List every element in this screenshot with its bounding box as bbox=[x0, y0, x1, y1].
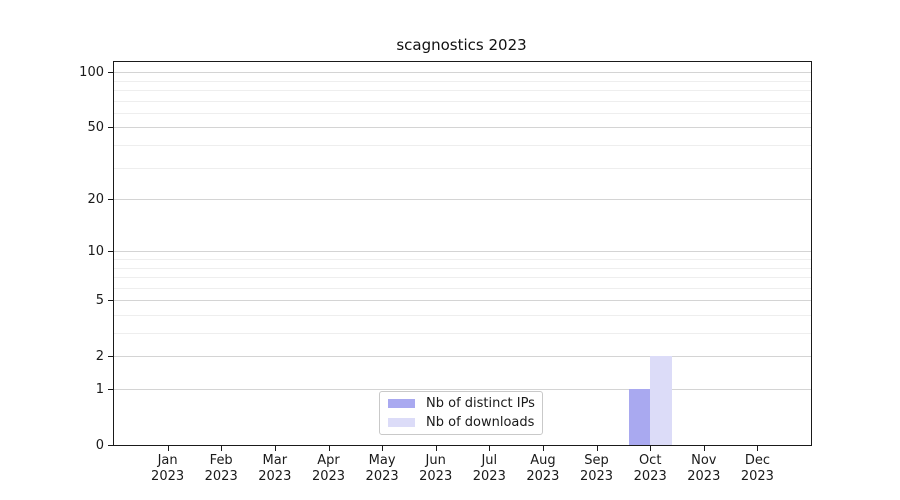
y-tick-label: 100 bbox=[79, 64, 104, 80]
y-gridline bbox=[114, 251, 811, 253]
y-tick bbox=[108, 445, 114, 446]
distinct-ips-swatch-icon bbox=[388, 399, 415, 408]
y-tick bbox=[108, 251, 114, 253]
x-tick bbox=[328, 445, 330, 451]
y-gridline bbox=[114, 259, 811, 260]
y-tick bbox=[108, 389, 114, 390]
y-gridline bbox=[114, 199, 811, 201]
x-tick-label: Apr 2023 bbox=[311, 453, 346, 484]
y-gridline bbox=[114, 100, 811, 102]
x-tick-label: Jan 2023 bbox=[151, 453, 185, 484]
x-tick bbox=[650, 445, 652, 451]
x-tick bbox=[542, 445, 544, 451]
y-tick-label: 10 bbox=[87, 243, 104, 259]
y-gridline bbox=[114, 389, 811, 390]
x-tick-label: Dec 2023 bbox=[740, 453, 774, 484]
legend-label-distinct-ips: Nb of distinct IPs bbox=[426, 396, 535, 411]
y-gridline bbox=[114, 72, 811, 74]
x-tick bbox=[167, 445, 169, 451]
x-tick bbox=[757, 445, 759, 451]
y-gridline bbox=[114, 80, 811, 82]
x-tick-label: Mar 2023 bbox=[258, 453, 292, 484]
chart-title: scagnostics 2023 bbox=[396, 36, 527, 54]
x-tick-label: Aug 2023 bbox=[526, 453, 560, 484]
y-tick bbox=[108, 300, 114, 302]
y-gridline bbox=[114, 315, 811, 316]
x-tick bbox=[274, 445, 276, 451]
y-tick bbox=[108, 72, 114, 74]
x-tick-label: Nov 2023 bbox=[687, 453, 721, 484]
x-tick bbox=[489, 445, 491, 451]
x-tick bbox=[221, 445, 223, 451]
legend-label-downloads: Nb of downloads bbox=[426, 415, 535, 430]
y-tick-label: 20 bbox=[87, 191, 104, 207]
y-gridline bbox=[114, 167, 811, 169]
y-tick-label: 2 bbox=[95, 348, 104, 364]
y-gridline bbox=[114, 356, 811, 358]
legend-row-downloads: Nb of downloads bbox=[380, 415, 542, 430]
y-tick bbox=[108, 356, 114, 358]
y-gridline bbox=[114, 112, 811, 114]
legend-row-distinct-ips: Nb of distinct IPs bbox=[380, 396, 542, 411]
x-tick-label: Oct 2023 bbox=[633, 453, 667, 484]
y-tick-label: 50 bbox=[87, 119, 104, 135]
y-gridline bbox=[114, 90, 811, 91]
y-gridline bbox=[114, 267, 811, 269]
bar-distinct-ips bbox=[628, 389, 651, 445]
y-gridline bbox=[114, 287, 811, 289]
y-gridline bbox=[114, 277, 811, 278]
x-tick bbox=[382, 445, 384, 451]
x-tick bbox=[596, 445, 598, 451]
y-gridline bbox=[114, 145, 811, 146]
x-tick-label: Jun 2023 bbox=[419, 453, 453, 484]
bar-downloads bbox=[650, 356, 672, 445]
y-tick-label: 5 bbox=[95, 292, 104, 308]
downloads-swatch-icon bbox=[388, 418, 415, 427]
y-tick bbox=[108, 127, 114, 129]
y-gridline bbox=[114, 300, 811, 302]
x-tick-label: Feb 2023 bbox=[204, 453, 238, 484]
y-tick-label: 1 bbox=[95, 381, 104, 397]
y-tick bbox=[108, 199, 114, 201]
x-tick-label: Sep 2023 bbox=[579, 453, 614, 484]
y-gridline bbox=[114, 127, 811, 129]
y-tick-label: 0 bbox=[95, 437, 104, 453]
x-tick-label: May 2023 bbox=[365, 453, 399, 484]
legend: Nb of distinct IPs Nb of downloads bbox=[379, 391, 543, 435]
x-tick bbox=[703, 445, 705, 451]
plot-area: 0 1 2 5 10 20 50 100 Jan 2023 Feb 2023 Mar 2023 Apr 202… bbox=[79, 61, 812, 484]
x-tick bbox=[435, 445, 437, 451]
y-gridline bbox=[114, 333, 811, 334]
x-tick-label: Jul 2023 bbox=[472, 453, 506, 484]
